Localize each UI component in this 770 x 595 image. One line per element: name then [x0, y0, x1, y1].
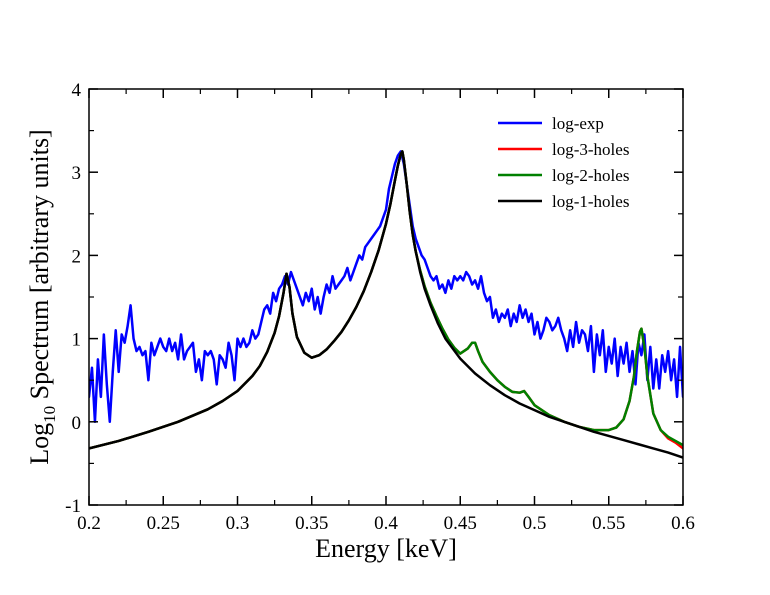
y-tick-label: 2	[72, 246, 82, 267]
x-tick-label: 0.25	[147, 513, 180, 534]
y-tick-label: 0	[72, 413, 82, 434]
x-tick-label: 0.55	[592, 513, 625, 534]
legend-label-log-2-holes: log-2-holes	[552, 166, 629, 185]
x-tick-label: 0.3	[226, 513, 250, 534]
y-tick-label: 4	[72, 80, 82, 101]
legend-label-log-1-holes: log-1-holes	[552, 192, 629, 211]
x-tick-label: 0.5	[523, 513, 547, 534]
x-tick-label: 0.6	[671, 513, 695, 534]
x-tick-label: 0.45	[444, 513, 477, 534]
y-tick-label: 3	[72, 163, 82, 184]
x-axis-title: Energy [keV]	[315, 534, 457, 563]
y-axis-title: Log10 Spectrum [arbitrary units]	[25, 129, 59, 464]
x-tick-label: 0.35	[295, 513, 328, 534]
y-tick-label: -1	[65, 496, 81, 517]
legend-label-log-exp: log-exp	[552, 114, 604, 133]
legend-label-log-3-holes: log-3-holes	[552, 140, 629, 159]
y-tick-label: 1	[72, 330, 82, 351]
x-tick-label: 0.4	[374, 513, 398, 534]
legend: log-exp log-3-holes log-2-holes log-1-holes	[498, 114, 629, 211]
series-line-log-exp	[89, 150, 683, 424]
x-tick-label: 0.2	[77, 513, 101, 534]
series-line-log-1-holes	[89, 150, 683, 459]
